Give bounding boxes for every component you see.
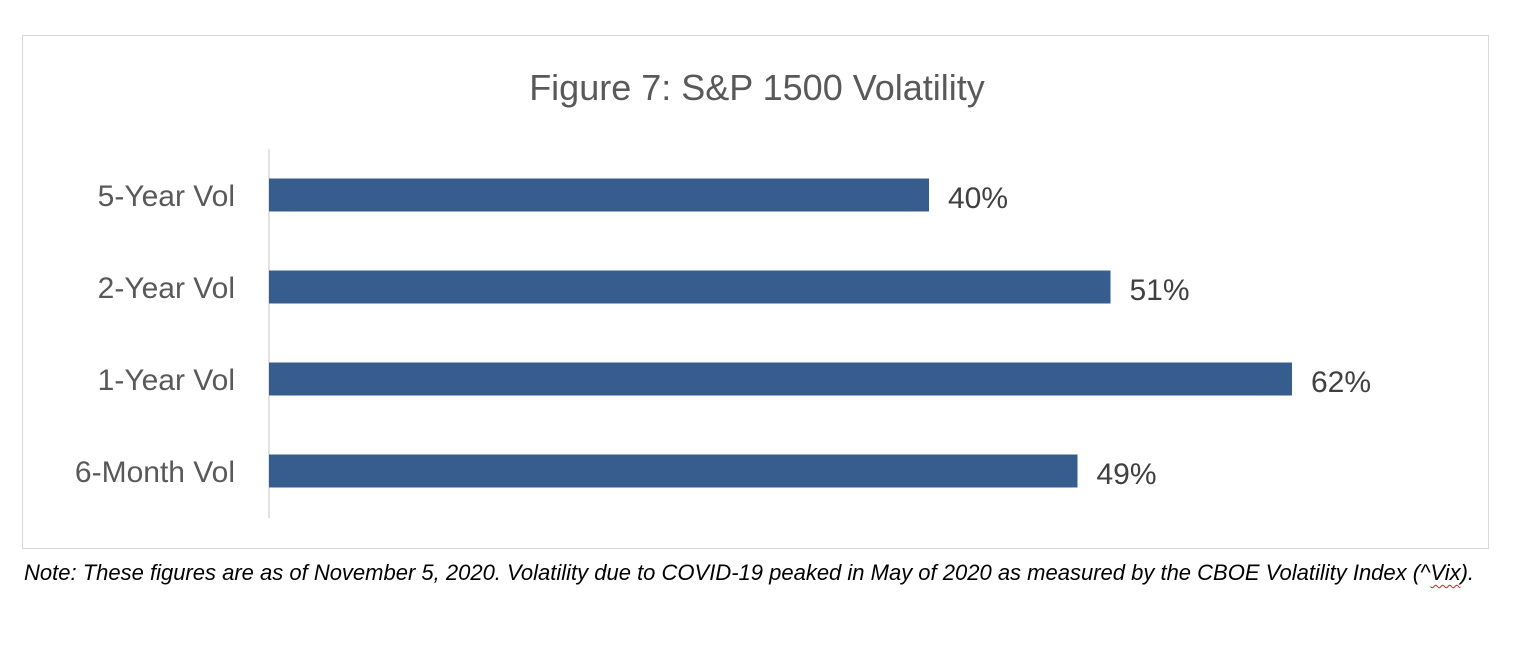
bar-2-year-vol (269, 270, 1111, 304)
data-label: 51% (1130, 274, 1190, 307)
category-label: 6-Month Vol (75, 456, 235, 489)
note-text-end: ). (1460, 560, 1475, 585)
data-label: 62% (1311, 366, 1371, 399)
category-label: 5-Year Vol (98, 180, 235, 213)
figure-note: Note: These figures are as of November 5… (24, 556, 1484, 590)
bar-1-year-vol (269, 362, 1292, 396)
bars-group (269, 178, 1292, 488)
category-labels-group: 5-Year Vol 2-Year Vol 1-Year Vol 6-Month Vo… (75, 180, 235, 489)
bar-5-year-vol (269, 178, 929, 212)
note-flagged-word: Vix (1430, 560, 1461, 585)
chart-area: Figure 7: S&P 1500 Volatility 5-Year Vol… (22, 35, 1489, 549)
data-labels-group: 40% 51% 62% 49% (948, 182, 1371, 491)
chart-title: Figure 7: S&P 1500 Volatility (529, 67, 985, 108)
data-label: 49% (1097, 458, 1157, 491)
note-text: Note: These figures are as of November 5… (24, 560, 1431, 585)
category-label: 2-Year Vol (98, 272, 235, 305)
bar-6-month-vol (269, 454, 1078, 488)
bar-chart: Figure 7: S&P 1500 Volatility 5-Year Vol… (75, 67, 1371, 518)
category-label: 1-Year Vol (98, 364, 235, 397)
data-label: 40% (948, 182, 1008, 215)
